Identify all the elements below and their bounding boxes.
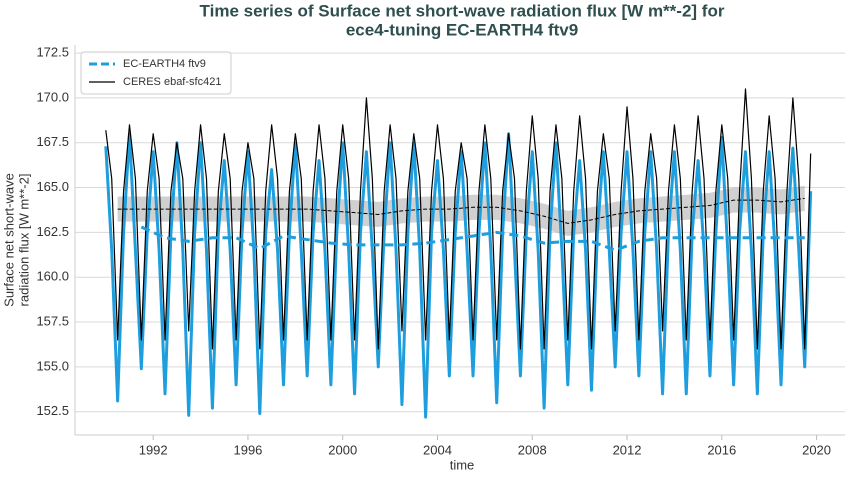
- x-tick-label: 1992: [139, 442, 168, 457]
- running-mean: [140, 225, 805, 252]
- running-mean: [117, 197, 805, 224]
- legend-label: EC-EARTH4 ftv9: [123, 58, 206, 70]
- y-tick-label: 162.5: [36, 224, 69, 239]
- x-tick-label: 2020: [802, 442, 831, 457]
- y-axis-label: radiation flux [W m**-2]: [16, 174, 31, 307]
- legend-label: CERES ebaf-sfc421: [123, 76, 221, 88]
- chart-title: Time series of Surface net short-wave ra…: [200, 1, 725, 20]
- x-tick-label: 2000: [328, 442, 357, 457]
- y-tick-label: 155.0: [36, 358, 69, 373]
- series-line: [104, 132, 813, 419]
- y-axis-label: Surface net short-wave: [1, 173, 16, 307]
- y-tick-label: 160.0: [36, 269, 69, 284]
- y-tick-label: 165.0: [36, 179, 69, 194]
- x-tick-label: 2004: [423, 442, 452, 457]
- y-tick-label: 167.5: [36, 134, 69, 149]
- legend-box: [80, 51, 232, 95]
- y-tick-label: 170.0: [36, 89, 69, 104]
- y-tick-label: 157.5: [36, 313, 69, 328]
- series-line: [105, 88, 812, 350]
- x-tick-label: 2012: [613, 442, 642, 457]
- chart-title: ece4-tuning EC-EARTH4 ftv9: [346, 20, 578, 39]
- y-tick-label: 152.5: [36, 403, 69, 418]
- x-tick-label: 2008: [518, 442, 547, 457]
- y-tick-label: 172.5: [36, 45, 69, 60]
- x-tick-label: 1996: [233, 442, 262, 457]
- x-tick-label: 2016: [707, 442, 736, 457]
- x-axis-label: time: [450, 457, 475, 472]
